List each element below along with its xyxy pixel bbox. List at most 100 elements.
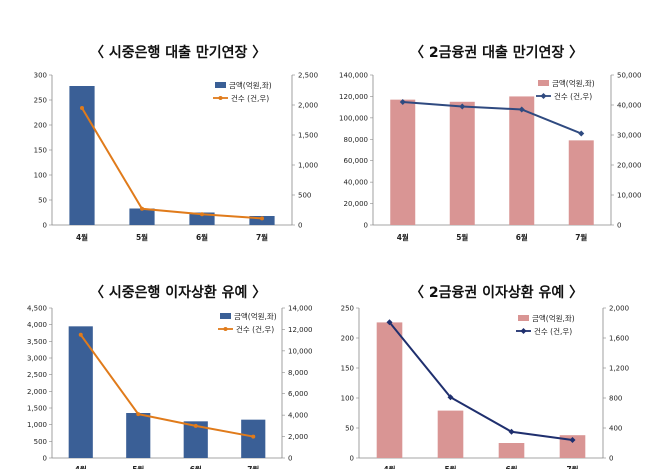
chart-4: 0 50 100 150 200 250 0 400 800 1,200 1,600 2,000 4월 5… <box>333 300 658 469</box>
left-tick-label: 200 <box>34 122 47 130</box>
right-tick-label: 20,000 <box>617 162 642 170</box>
category-label: 5월 <box>132 464 144 469</box>
left-tick-label: 4,500 <box>27 305 47 313</box>
count-point <box>80 106 84 110</box>
chart-1: 0 50 100 150 200 250 300 0 500 1,000 1,500 2,000 2,5… <box>20 65 338 250</box>
count-point <box>569 437 576 443</box>
category-label: 5월 <box>444 464 456 469</box>
bar-4월 <box>390 99 416 225</box>
chart-2: 0 20,000 40,000 60,000 80,000 100,000 120,000 1… <box>333 65 658 250</box>
left-tick-label: 1,500 <box>27 405 47 413</box>
legend-line-marker <box>540 93 547 99</box>
category-label: 5월 <box>136 232 148 242</box>
count-point <box>578 130 585 137</box>
legend-bar-swatch <box>518 315 529 321</box>
left-tick-label: 300 <box>34 72 47 80</box>
category-label: 4월 <box>75 464 87 469</box>
count-series-line <box>388 321 573 441</box>
left-tick-label: 0 <box>43 455 47 463</box>
count-point <box>251 434 256 439</box>
left-tick-label: 140,000 <box>339 72 368 80</box>
left-tick-label: 3,000 <box>27 355 47 363</box>
right-tick-label: 1,200 <box>609 365 629 373</box>
bar-5월 <box>449 101 475 225</box>
legend-line-marker <box>520 328 527 334</box>
right-tick-label: 10,000 <box>617 192 642 200</box>
right-tick-label: 0 <box>609 455 613 463</box>
right-tick-label: 12,000 <box>288 326 313 334</box>
right-tick-label: 2,000 <box>298 102 318 110</box>
category-label: 6월 <box>190 464 202 469</box>
count-point <box>140 206 144 211</box>
right-tick-label: 4,000 <box>288 412 308 420</box>
left-tick-label: 150 <box>34 147 47 155</box>
category-label: 7월 <box>566 464 578 469</box>
right-tick-label: 6,000 <box>288 390 308 398</box>
bar-7월 <box>559 435 586 458</box>
count-point <box>518 106 525 113</box>
category-label: 4월 <box>397 232 409 242</box>
bar-5월 <box>437 410 464 458</box>
bar-7월 <box>568 140 594 225</box>
category-label: 7월 <box>575 232 587 242</box>
right-tick-label: 400 <box>609 425 622 433</box>
right-tick-label: 1,500 <box>298 132 318 140</box>
legend-bar-swatch <box>215 82 226 88</box>
right-tick-label: 0 <box>617 222 621 230</box>
bar-6월 <box>498 443 525 458</box>
category-label: 5월 <box>456 232 468 242</box>
left-tick-label: 80,000 <box>344 136 369 144</box>
legend-bar-label: 금액(억원,좌) <box>234 311 277 321</box>
legend-bar-swatch <box>220 313 231 319</box>
panel-title-1: 〈 시중은행 대출 만기연장 〉 <box>90 45 267 61</box>
category-label: 7월 <box>256 232 268 242</box>
left-tick-label: 250 <box>34 97 47 105</box>
right-tick-label: 2,500 <box>298 72 318 80</box>
right-tick-label: 500 <box>298 192 311 200</box>
left-tick-label: 0 <box>364 222 368 230</box>
category-label: 6월 <box>505 464 517 469</box>
right-tick-label: 8,000 <box>288 369 308 377</box>
panel-title-4: 〈 2금융권 이자상환 유예 〉 <box>410 285 584 301</box>
legend-bar-swatch <box>538 80 549 86</box>
right-tick-label: 1,600 <box>609 335 629 343</box>
legend-line-marker <box>223 327 228 331</box>
category-label: 4월 <box>383 464 395 469</box>
left-tick-label: 0 <box>43 222 47 230</box>
left-tick-label: 50 <box>345 425 354 433</box>
legend-line-label: 건수 (건,우) <box>236 324 274 334</box>
left-tick-label: 500 <box>34 438 47 446</box>
right-tick-label: 30,000 <box>617 132 642 140</box>
bar-4월 <box>68 326 93 458</box>
left-tick-label: 100,000 <box>339 114 368 122</box>
count-point <box>200 212 204 217</box>
left-tick-label: 20,000 <box>344 200 369 208</box>
count-point <box>136 412 141 417</box>
count-point <box>508 428 515 435</box>
right-tick-label: 50,000 <box>617 72 642 80</box>
count-point <box>78 332 83 337</box>
left-tick-label: 3,500 <box>27 338 47 346</box>
left-tick-label: 50 <box>38 197 47 205</box>
left-tick-label: 100 <box>341 395 354 403</box>
bar-5월 <box>129 208 155 225</box>
legend-line-label: 건수 (건,우) <box>554 91 592 101</box>
left-tick-label: 4,000 <box>27 321 47 329</box>
count-point <box>459 103 466 110</box>
right-tick-label: 10,000 <box>288 347 313 355</box>
legend-line-marker <box>218 96 223 100</box>
count-point <box>399 99 406 105</box>
legend-bar-label: 금액(억원,좌) <box>229 80 272 90</box>
count-series-line <box>81 107 263 220</box>
category-label: 4월 <box>76 232 88 242</box>
bar-7월 <box>241 419 266 458</box>
left-tick-label: 1,000 <box>27 421 47 429</box>
left-tick-label: 60,000 <box>344 157 369 165</box>
right-tick-label: 2,000 <box>609 305 629 313</box>
left-tick-label: 200 <box>341 335 354 343</box>
right-tick-label: 2,000 <box>288 433 308 441</box>
legend-line-label: 건수 (건,우) <box>231 93 269 103</box>
left-tick-label: 150 <box>341 365 354 373</box>
count-series-line <box>402 101 582 135</box>
bar-6월 <box>509 96 535 225</box>
